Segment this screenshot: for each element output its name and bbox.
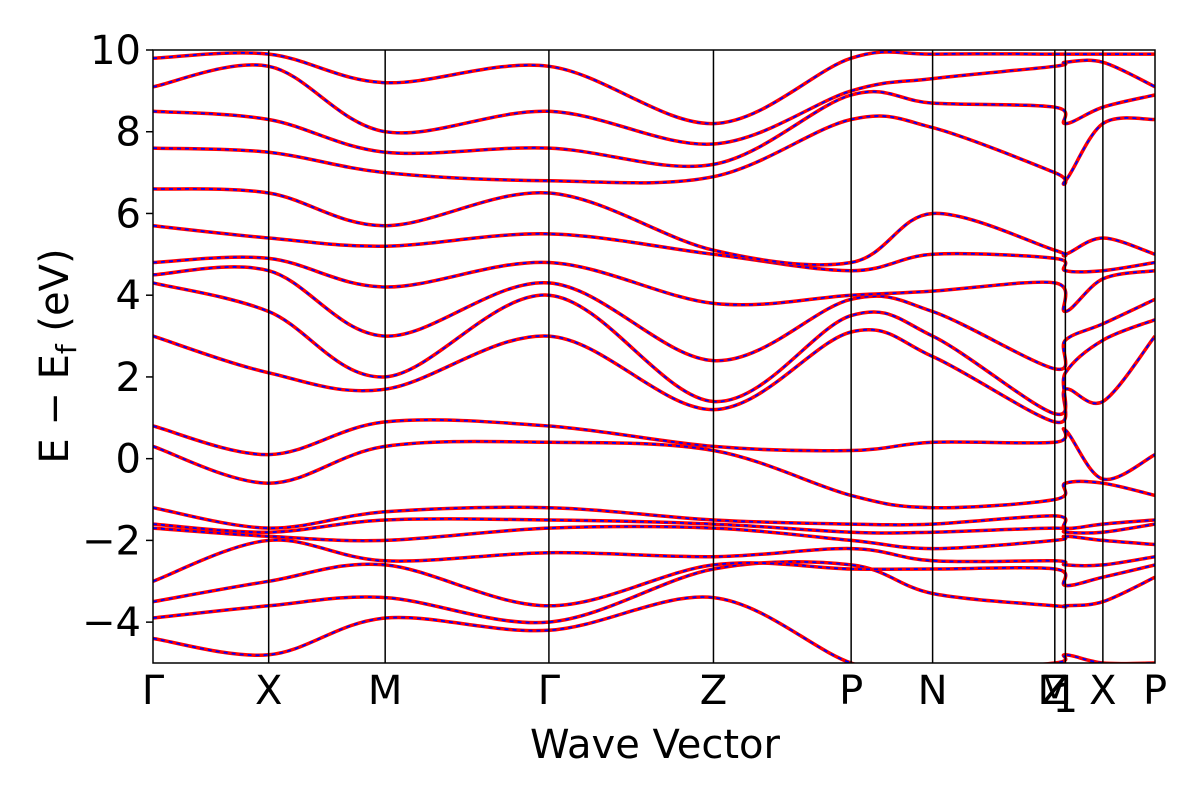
- band-2-blue: [153, 561, 1155, 607]
- band-12-red: [153, 255, 1155, 314]
- band-17-blue: [153, 59, 1155, 146]
- x-tick-label-9: 1: [1053, 676, 1078, 722]
- y-tick-label-7: 10: [90, 28, 141, 74]
- y-tick-label-5: 6: [116, 191, 141, 237]
- x-tick-label-7: Z: [1041, 668, 1068, 714]
- band-10-blue: [153, 282, 1155, 416]
- x-tick-label-8: M: [1038, 668, 1073, 714]
- x-tick-label-6: N: [918, 668, 948, 714]
- plot-frame: [152, 49, 1156, 664]
- x-tick-label-5: P: [839, 668, 863, 714]
- x-tick-label-10: X: [1089, 668, 1116, 714]
- band-0-blue: [153, 596, 1155, 663]
- band-11-blue: [153, 266, 1155, 371]
- y-tick-label-2: 0: [116, 437, 141, 483]
- x-tick-label-2: M: [368, 668, 403, 714]
- y-tick-label-3: 2: [116, 355, 141, 401]
- band-5-blue: [153, 517, 1155, 534]
- x-tick-label-11: P: [1143, 668, 1167, 714]
- y-tick-label-1: −2: [82, 518, 141, 564]
- y-tick-label-4: 4: [116, 273, 141, 319]
- y-axis-label: E − Ef (eV): [32, 248, 83, 463]
- plot-background: [153, 50, 1155, 663]
- band-7-blue: [153, 440, 1155, 509]
- band-18-blue: [153, 51, 1155, 125]
- x-tick-label-1: X: [255, 668, 282, 714]
- y-axis-ticks: −4 −2 0 2 4 6 8 10: [82, 28, 153, 646]
- x-axis-label: Wave Vector: [530, 722, 781, 768]
- band-14-blue: [153, 187, 1155, 266]
- y-axis-label-tail: (eV): [32, 248, 78, 344]
- band-16-blue: [153, 90, 1155, 168]
- x-tick-label-3: Γ: [538, 668, 561, 714]
- y-tick-label-6: 8: [116, 110, 141, 156]
- x-axis-ticks: Γ X M Γ Z P N ZM1 X P: [142, 668, 1167, 722]
- x-tick-label-4: Z: [700, 668, 727, 714]
- x-tick-label-0: Γ: [142, 668, 165, 714]
- y-axis-label-sub: f: [50, 343, 83, 354]
- y-axis-label-main: E − E: [32, 354, 78, 464]
- high-symmetry-lines: [267, 50, 1104, 663]
- y-tick-label-0: −4: [82, 600, 141, 646]
